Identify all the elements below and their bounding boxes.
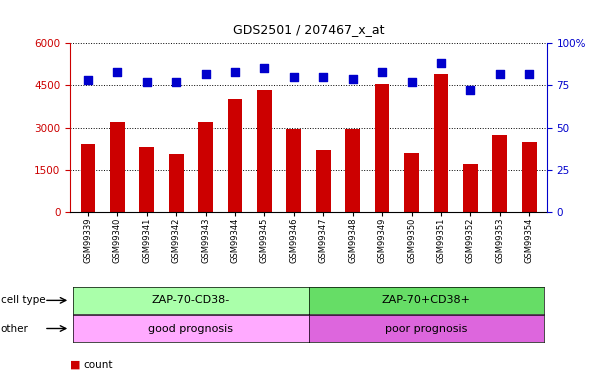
Bar <box>257 90 272 212</box>
Bar <box>492 135 507 212</box>
Bar <box>375 84 389 212</box>
Point <box>112 69 122 75</box>
Point <box>230 69 240 75</box>
Text: other: other <box>1 324 29 333</box>
Text: poor prognosis: poor prognosis <box>385 324 467 333</box>
Point <box>142 79 152 85</box>
Point <box>466 87 475 93</box>
Text: count: count <box>84 360 113 369</box>
Bar <box>110 122 125 212</box>
Bar <box>522 142 536 212</box>
Text: ZAP-70-CD38-: ZAP-70-CD38- <box>152 296 230 305</box>
Point <box>200 70 210 76</box>
Bar <box>463 164 478 212</box>
Bar <box>434 74 448 212</box>
Point <box>171 79 181 85</box>
Point <box>524 70 534 76</box>
Bar <box>139 147 154 212</box>
Bar <box>169 154 183 212</box>
Bar <box>198 122 213 212</box>
Bar <box>287 129 301 212</box>
Point <box>260 65 269 71</box>
Text: GDS2501 / 207467_x_at: GDS2501 / 207467_x_at <box>233 22 384 36</box>
Text: ZAP-70+CD38+: ZAP-70+CD38+ <box>382 296 470 305</box>
Point <box>377 69 387 75</box>
Point <box>83 77 93 83</box>
Bar <box>228 99 243 212</box>
Bar <box>404 153 419 212</box>
Text: ■: ■ <box>70 360 81 369</box>
Point <box>436 60 446 66</box>
Point <box>348 76 357 82</box>
Bar <box>316 150 331 212</box>
Text: good prognosis: good prognosis <box>148 324 233 333</box>
Point <box>407 79 417 85</box>
Bar <box>81 144 95 212</box>
Point <box>318 74 328 80</box>
Point <box>289 74 299 80</box>
Bar <box>345 129 360 212</box>
Point <box>495 70 505 76</box>
Text: cell type: cell type <box>1 296 45 305</box>
